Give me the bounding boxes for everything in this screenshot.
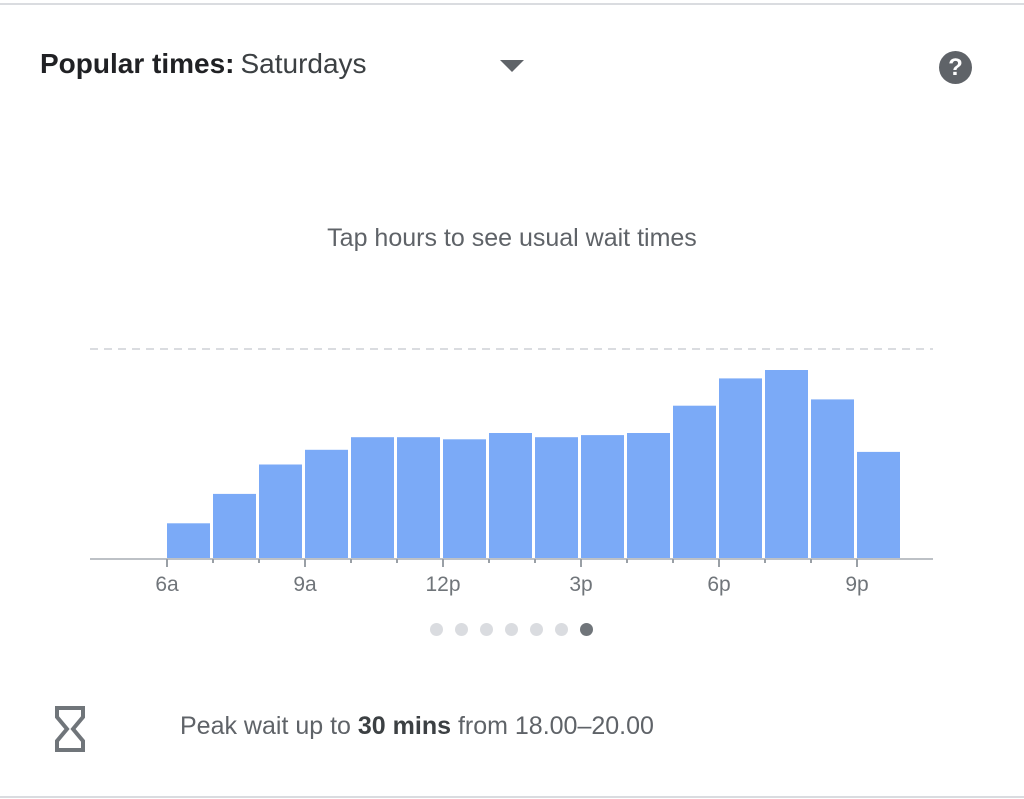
popular-times-header[interactable]: Popular times: Saturdays <box>40 48 367 80</box>
pager-dot[interactable] <box>580 623 593 636</box>
bar-4p[interactable] <box>627 433 670 559</box>
bar-12p[interactable] <box>443 439 486 559</box>
bar-10a[interactable] <box>351 437 394 559</box>
day-pager[interactable] <box>430 623 593 636</box>
bar-7p[interactable] <box>765 370 808 559</box>
bar-9a[interactable] <box>305 449 348 559</box>
tick-label: 9p <box>845 573 868 596</box>
bar-2p[interactable] <box>535 437 578 559</box>
wait-prefix: Peak wait up to <box>180 712 351 740</box>
tick-label: 3p <box>569 573 592 596</box>
bar-8p[interactable] <box>811 399 854 559</box>
selected-day[interactable]: Saturdays <box>240 48 367 79</box>
hourglass-icon <box>55 706 85 752</box>
bar-6p[interactable] <box>719 378 762 559</box>
popular-times-chart: 6a 9a 12p 3p 6p 9p <box>90 348 933 596</box>
pager-dot[interactable] <box>555 623 568 636</box>
bar-5p[interactable] <box>673 405 716 559</box>
tick-label: 6p <box>707 573 730 596</box>
pager-dot[interactable] <box>455 623 468 636</box>
tick-label: 12p <box>425 573 460 596</box>
tick-label: 6a <box>155 573 179 596</box>
top-divider <box>0 3 1024 5</box>
bar-8a[interactable] <box>259 464 302 560</box>
bottom-divider <box>0 796 1024 798</box>
bar-1p[interactable] <box>489 433 532 559</box>
pager-dot[interactable] <box>430 623 443 636</box>
wait-times-hint: Tap hours to see usual wait times <box>327 224 697 252</box>
pager-dot[interactable] <box>530 623 543 636</box>
bar-7a[interactable] <box>213 493 256 559</box>
bar-3p[interactable] <box>581 435 624 559</box>
bar-6a[interactable] <box>167 523 210 559</box>
caret-down-icon[interactable] <box>500 60 524 72</box>
pager-dot[interactable] <box>480 623 493 636</box>
help-circle-icon[interactable]: ? <box>939 51 972 84</box>
bar-9p[interactable] <box>857 451 900 559</box>
tick-label: 9a <box>293 573 317 596</box>
header-label: Popular times: <box>40 48 235 79</box>
wait-amount: 30 mins <box>357 712 451 740</box>
peak-wait-text: Peak wait up to 30 mins from 18.00–20.00 <box>180 712 654 741</box>
wait-suffix: from 18.00–20.00 <box>457 712 654 740</box>
bar-11a[interactable] <box>397 437 440 559</box>
pager-dot[interactable] <box>505 623 518 636</box>
